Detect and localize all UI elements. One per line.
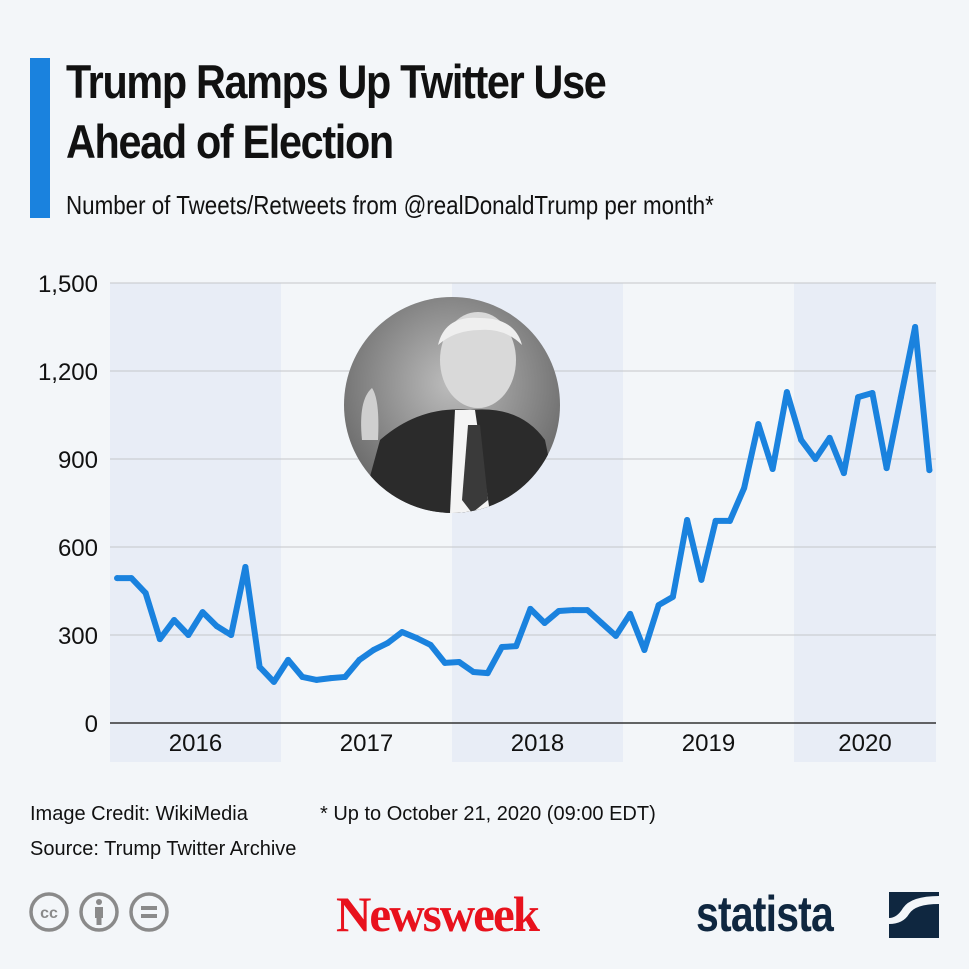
data-point <box>299 673 306 680</box>
data-point <box>926 467 933 474</box>
data-point <box>812 456 819 462</box>
x-tick-label: 2020 <box>838 730 891 757</box>
data-point <box>712 517 719 524</box>
data-point <box>755 421 762 428</box>
cc-icon[interactable]: cc <box>28 891 70 933</box>
data-point <box>883 465 890 472</box>
x-tick-label: 2016 <box>169 730 222 757</box>
data-point <box>527 605 534 612</box>
statista-logo[interactable]: statista <box>696 886 834 942</box>
data-point <box>584 607 591 614</box>
data-point <box>627 610 634 617</box>
source-note: Source: Trump Twitter Archive <box>30 838 297 860</box>
data-point <box>270 678 277 685</box>
y-tick-label: 1,200 <box>38 359 98 386</box>
y-tick-label: 1,500 <box>38 271 98 298</box>
newsweek-logo[interactable]: Newsweek <box>336 886 540 942</box>
data-point <box>242 563 249 570</box>
data-point <box>128 575 135 582</box>
data-point <box>855 394 862 401</box>
x-tick-label: 2017 <box>340 730 393 757</box>
data-point <box>356 656 363 663</box>
title-line-2: Ahead of Election <box>66 115 394 168</box>
hair-shape <box>438 317 522 345</box>
data-point <box>826 434 833 441</box>
data-point <box>399 629 406 636</box>
data-point <box>598 619 605 626</box>
data-point <box>470 668 477 675</box>
y-tick-label: 600 <box>58 535 98 562</box>
data-point <box>142 590 149 597</box>
image-credit: Image Credit: WikiMedia <box>30 803 248 825</box>
data-point <box>612 632 619 639</box>
data-point <box>741 485 748 492</box>
data-point <box>199 609 206 616</box>
x-tick-label: 2019 <box>682 730 735 757</box>
data-point <box>541 619 548 626</box>
series-line <box>114 324 933 685</box>
title-line-1: Trump Ramps Up Twitter Use <box>66 55 607 108</box>
chart-subtitle: Number of Tweets/Retweets from @realDona… <box>66 190 714 220</box>
data-point <box>285 656 292 663</box>
svg-text:cc: cc <box>40 905 58 922</box>
accent-bar <box>30 58 50 218</box>
data-point <box>798 436 805 443</box>
y-axis-ticks: 0 300 600 900 1,200 1,500 <box>38 271 98 738</box>
tie-shape <box>462 425 488 513</box>
hand-shape <box>361 388 379 440</box>
data-point <box>783 389 790 396</box>
data-point <box>342 673 349 680</box>
data-point <box>185 632 192 638</box>
y-tick-label: 0 <box>85 711 98 738</box>
data-point <box>171 617 178 624</box>
data-point <box>769 465 776 472</box>
statista-mark-icon <box>889 892 939 938</box>
data-point <box>114 575 121 582</box>
data-point <box>313 676 320 683</box>
chart-title: Trump Ramps Up Twitter Use Ahead of Elec… <box>66 52 607 172</box>
data-point <box>156 636 163 643</box>
data-point <box>498 644 505 651</box>
face-shape <box>440 312 516 408</box>
license-icons: cc <box>28 891 170 933</box>
data-point <box>441 659 448 666</box>
data-point <box>370 646 377 653</box>
x-tick-label: 2018 <box>511 730 564 757</box>
data-points <box>114 324 933 685</box>
data-point <box>384 639 391 646</box>
data-point <box>897 394 904 401</box>
data-point <box>256 663 263 670</box>
data-point <box>570 607 577 614</box>
data-point <box>641 646 648 653</box>
data-point <box>228 632 235 638</box>
data-point <box>484 670 491 677</box>
data-point <box>726 517 733 524</box>
no-derivatives-icon[interactable] <box>128 891 170 933</box>
data-point <box>555 607 562 614</box>
data-point <box>456 658 463 665</box>
data-point <box>869 390 876 396</box>
attribution-icon[interactable] <box>78 891 120 933</box>
x-axis-ticks: 2016 2017 2018 2019 2020 <box>169 730 892 757</box>
data-point <box>513 643 520 650</box>
y-tick-label: 300 <box>58 623 98 650</box>
y-tick-label: 900 <box>58 447 98 474</box>
data-point <box>698 576 705 583</box>
data-point <box>655 602 662 609</box>
data-point <box>327 675 334 682</box>
year-band-2016 <box>110 283 281 762</box>
data-point <box>213 623 220 630</box>
data-point <box>684 517 691 524</box>
data-point <box>427 641 434 648</box>
portrait-image <box>344 297 560 513</box>
data-point <box>669 593 676 600</box>
footnote: * Up to October 21, 2020 (09:00 EDT) <box>320 803 656 825</box>
data-point <box>912 324 919 330</box>
year-band-2020 <box>794 283 936 762</box>
data-point <box>413 634 420 641</box>
data-point <box>840 470 847 477</box>
